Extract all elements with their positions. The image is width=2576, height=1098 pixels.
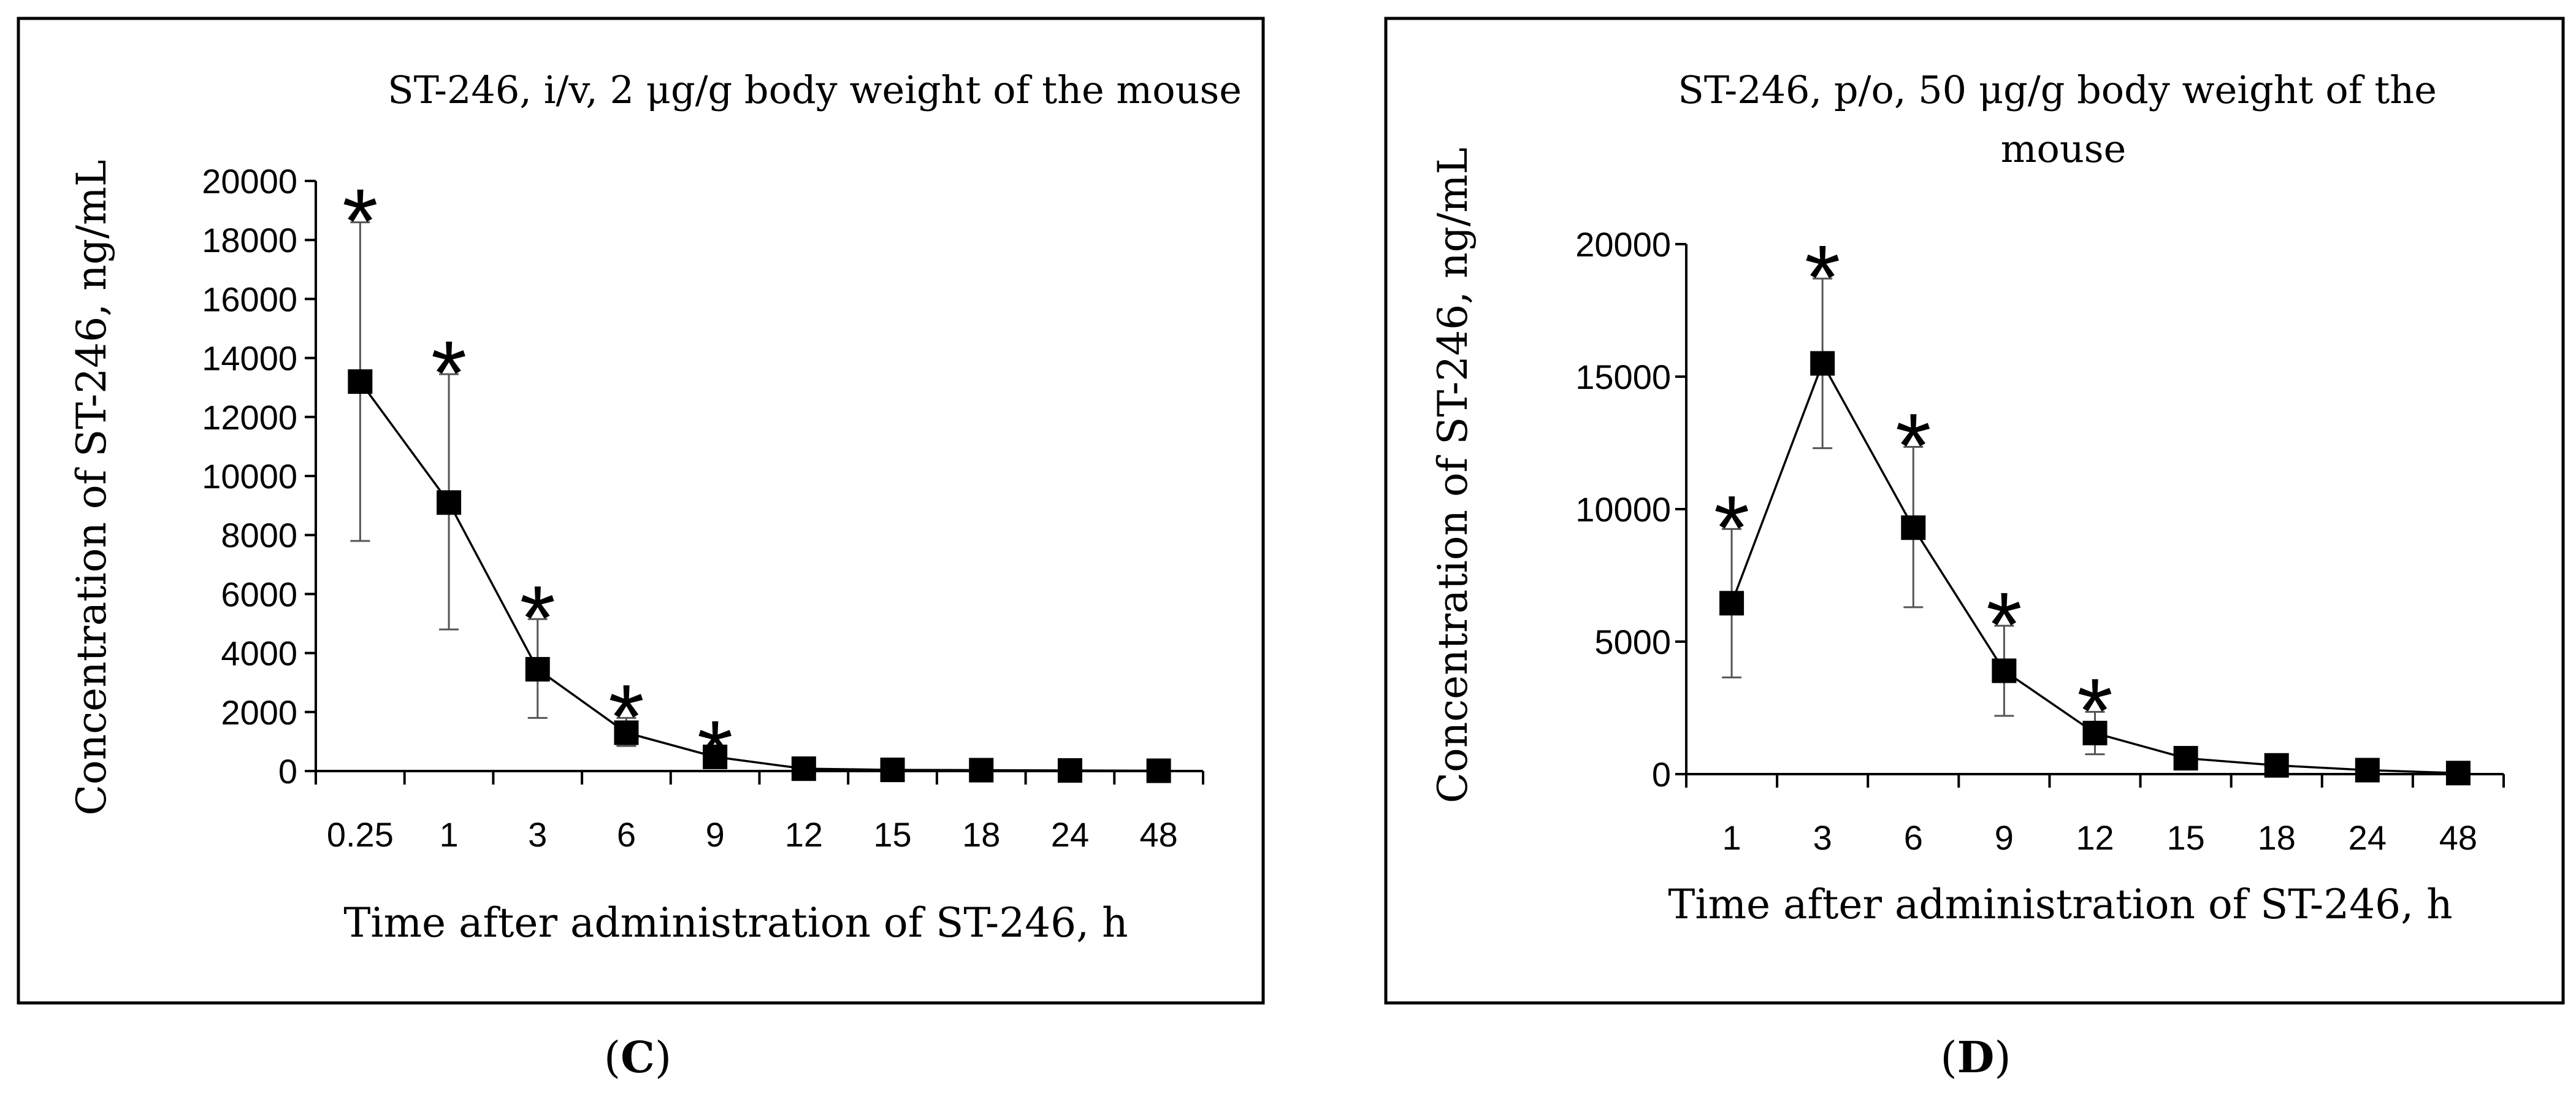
panel-c-data-point [1057,758,1082,783]
panel-d-caption-letter: D [1957,1032,1995,1083]
panel-d-frame [1384,17,2565,1005]
panel-d-x-tick-label: 3 [1813,818,1832,857]
panel-c-x-tick-label: 1 [439,815,458,854]
panel-d-title-line-2: mouse [2001,126,2127,171]
panel-c-series-line [359,381,1159,772]
panel-d-significance-star: * [1805,226,1840,329]
panel-d: ST-246, p/o, 50 μg/g body weight of the … [1384,17,2565,1005]
panel-c-x-tick-label: 18 [962,815,1000,854]
panel-d-data-point [2173,746,2198,771]
panel-d-x-tick-label: 9 [1995,818,2014,857]
panel-d-data-point [2082,721,2108,746]
panel-d-y-tick-label: 5000 [1594,623,1671,661]
panel-c-data-point [614,720,639,745]
panel-c-y-tick-label: 16000 [202,280,297,318]
panel-d-x-tick-label: 6 [1904,818,1923,857]
panel-c-x-axis-label: Time after administration of ST-246, h [343,899,1128,946]
panel-d-significance-star: * [1714,476,1749,579]
panel-c-caption: (C) [604,1032,671,1083]
panel-d-y-axis-label: Concentration of ST-246, ng/mL [1429,147,1477,803]
panel-c-significance-star: * [697,701,733,804]
panel-d-data-point [1992,658,2017,683]
panel-c-x-tick-label: 24 [1051,815,1089,854]
panel-d-title-line-1: ST-246, p/o, 50 μg/g body weight of the [1678,67,2437,112]
panel-d-x-axis-label: Time after administration of ST-246, h [1668,881,2452,928]
panel-d-x-tick-label: 15 [2166,818,2204,857]
panel-c-x-tick-label: 6 [617,815,636,854]
panel-c-data-point [880,758,905,783]
panel-d-y-tick-label: 15000 [1575,358,1671,396]
panel-c-significance-star: * [342,169,378,272]
panel-d-y-tick-label: 0 [1652,755,1671,794]
panel-d-data-point [2445,761,2471,786]
panel-c-y-tick-label: 18000 [202,221,297,259]
panel-c-y-tick-label: 12000 [202,398,297,437]
panel-c-significance-star: * [608,665,644,768]
panel-c-title: ST-246, i/v, 2 μg/g body weight of the m… [388,67,1242,112]
panel-c-significance-star: * [520,566,556,669]
panel-d-x-tick-label: 18 [2258,818,2296,857]
panel-d-significance-star: * [1986,573,2022,676]
panel-d-y-tick-label: 20000 [1575,225,1671,264]
panel-d-caption: (D) [1940,1032,2011,1083]
panel-c-significance-star: * [431,321,467,424]
panel-c-data-point [703,744,728,769]
panel-c-y-tick-label: 14000 [202,339,297,378]
panel-c-x-tick-label: 0.25 [327,815,394,854]
panel-c-data-point [525,657,550,682]
panel-d-x-tick-label: 48 [2439,818,2477,857]
panel-d-data-point [1719,591,1745,616]
panel-c-data-point [437,490,462,515]
panel-c-y-tick-label: 4000 [221,634,297,673]
panel-c-y-tick-label: 2000 [221,693,297,732]
panel-d-significance-star: * [1895,394,1931,497]
panel-c-data-point [348,369,373,394]
panel-c-x-tick-label: 9 [706,815,725,854]
panel-d-title: ST-246, p/o, 50 μg/g body weight of the … [1678,67,2448,171]
panel-c-caption-letter: C [621,1032,655,1083]
panel-c: ST-246, i/v, 2 μg/g body weight of the m… [17,17,1265,1005]
panel-d-x-tick-label: 12 [2076,818,2114,857]
panel-c-data-point [791,756,816,781]
panel-c-data-point [969,758,994,783]
panel-c-x-tick-label: 48 [1140,815,1178,854]
panel-c-x-tick-label: 3 [528,815,547,854]
panel-d-x-tick-label: 24 [2349,818,2387,857]
panel-d-x-tick-label: 1 [1722,818,1741,857]
panel-c-x-tick-label: 15 [873,815,911,854]
panel-d-data-point [1901,515,1926,540]
panel-c-y-tick-label: 6000 [221,575,297,613]
panel-c-x-tick-label: 12 [785,815,823,854]
panel-c-y-tick-label: 8000 [221,516,297,555]
panel-d-data-point [2264,753,2289,778]
panel-d-y-tick-label: 10000 [1575,490,1671,529]
panel-d-significance-star: * [2077,659,2112,762]
panel-c-y-tick-label: 0 [278,752,297,791]
panel-c-y-tick-label: 20000 [202,162,297,201]
panel-d-data-point [2355,758,2380,783]
panel-c-y-tick-label: 10000 [202,457,297,496]
panel-d-data-point [1810,351,1835,376]
panel-c-y-axis-label: Concentration of ST-246, ng/mL [68,159,115,815]
panel-c-data-point [1146,758,1171,783]
panel-c-frame [17,17,1265,1005]
